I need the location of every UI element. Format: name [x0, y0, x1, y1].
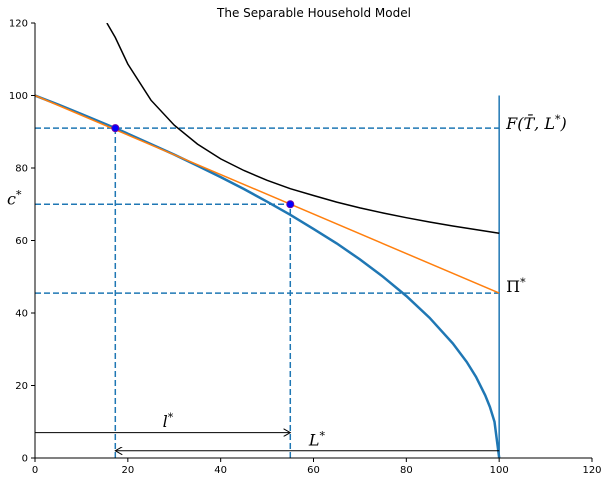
y-tick-label: 120 — [9, 19, 28, 30]
y-tick-label: 0 — [22, 454, 28, 465]
profit-label: Π* — [506, 276, 526, 296]
tangency-point-0 — [111, 124, 120, 133]
x-tick-label: 120 — [582, 465, 601, 476]
tangency-point-1 — [286, 200, 295, 209]
l-star-label: l* — [163, 411, 174, 431]
points — [111, 124, 295, 209]
x-tick-label: 40 — [214, 465, 227, 476]
x-tick-label: 60 — [307, 465, 320, 476]
budget-line — [35, 94, 500, 294]
y-tick-label: 60 — [15, 236, 28, 247]
y-tick-label: 80 — [15, 164, 28, 175]
indifference-curve — [106, 23, 500, 234]
x-tick-label: 80 — [400, 465, 413, 476]
y-tick-label: 40 — [15, 309, 28, 320]
curves — [35, 23, 501, 458]
chart-title: The Separable Household Model — [216, 6, 411, 20]
production-value-label: F(T̄, L*) — [505, 112, 567, 133]
y-tick-label: 100 — [9, 91, 28, 102]
axes: 0 20 40 60 80 100 120 0 20 40 60 80 100 120 — [9, 19, 602, 477]
x-tick-label: 20 — [121, 465, 134, 476]
x-tick-label: 0 — [32, 465, 38, 476]
production-frontier — [35, 94, 501, 458]
y-tick-label: 20 — [15, 381, 28, 392]
guide-lines — [35, 95, 500, 458]
arrows — [35, 433, 500, 451]
L-star-label: L* — [308, 429, 326, 449]
x-tick-label: 100 — [490, 465, 509, 476]
c-star-label: c* — [7, 188, 22, 208]
annotations: c* l* L* F(T̄, L*) Π* — [7, 112, 567, 449]
